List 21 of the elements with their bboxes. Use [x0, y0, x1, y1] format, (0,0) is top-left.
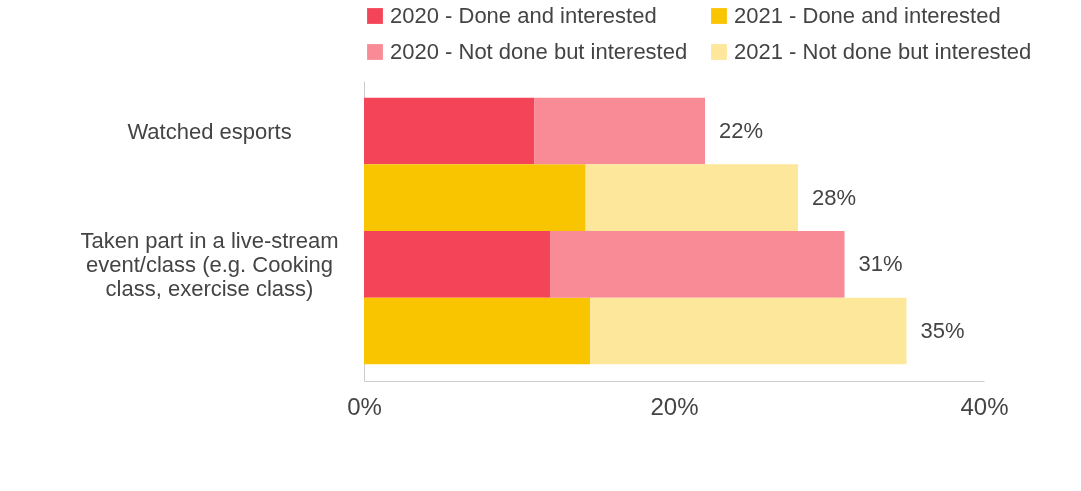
legend-label: 2020 - Not done but interested [390, 39, 688, 64]
total-label: 35% [920, 318, 965, 343]
bar [590, 297, 907, 365]
y-tick-label: Taken part in a live-stream event/class (e.g. Cooking class, exercise class) [80, 227, 339, 301]
bar [550, 231, 845, 298]
bar [364, 97, 535, 165]
legend-label: 2021 - Not done but interested [734, 39, 1032, 64]
y-tick-label: Watched esports [127, 118, 292, 144]
x-tick-label: 40% [960, 392, 1009, 420]
total-label: 22% [719, 118, 764, 143]
bar [364, 164, 586, 231]
bar [585, 164, 798, 231]
bar [534, 97, 705, 165]
bar [364, 297, 591, 365]
total-label: 31% [858, 251, 903, 277]
x-tick-label: 20% [650, 392, 699, 420]
legend-label: 2021 - Done and interested [734, 3, 1001, 28]
bar [364, 231, 550, 298]
total-label: 28% [812, 184, 857, 210]
legend-label: 2020 - Done and interested [390, 3, 657, 28]
x-tick-label: 0% [347, 392, 382, 420]
